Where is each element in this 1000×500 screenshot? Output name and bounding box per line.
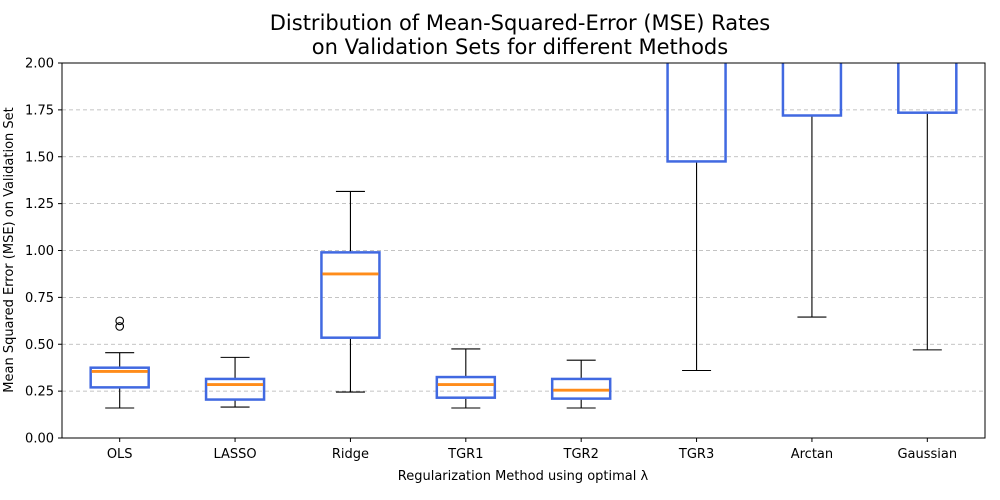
x-tick-label: LASSO (213, 447, 256, 462)
x-tick-label: TGR3 (678, 447, 714, 462)
y-tick-label: 1.25 (25, 197, 54, 212)
grid-lines (62, 62, 985, 439)
iqr-box (204, 377, 266, 401)
outlier-point (115, 322, 125, 331)
iqr-box (897, 63, 958, 114)
iqr-box (550, 377, 612, 400)
x-axis-label: Regularization Method using optimal λ (398, 469, 649, 484)
y-tick-label: 1.50 (25, 150, 54, 165)
y-tick-label: 0.75 (25, 291, 54, 306)
y-tick-label: 0.50 (25, 338, 54, 353)
axes: 0.00 0.25 0.50 0.75 1.00 1.25 1.50 1.75 2.00 OLS L… (25, 57, 957, 463)
box-tgr3 (666, 63, 727, 372)
box-tgr2 (550, 359, 612, 409)
iqr-box (666, 63, 727, 163)
y-axis-label: Mean Squared Error (MSE) on Validation S… (2, 107, 17, 392)
y-tick-label: 1.75 (25, 103, 54, 118)
box-series (89, 63, 958, 409)
x-tick-label: TGR1 (447, 447, 483, 462)
iqr-box (781, 63, 843, 117)
y-tick-label: 0.00 (25, 432, 54, 447)
y-tick-label: 1.00 (25, 244, 54, 259)
chart-title-line-2: on Validation Sets for different Methods (312, 35, 728, 59)
box-ols (89, 316, 150, 409)
plot-frame (61, 62, 986, 439)
box-arctan (781, 63, 843, 318)
box-ridge (320, 190, 381, 393)
y-tick-label: 0.25 (25, 385, 54, 400)
x-tick-label: Ridge (332, 447, 369, 462)
outlier-point (115, 316, 125, 326)
x-tick-label: TGR2 (563, 447, 599, 462)
iqr-box (435, 375, 497, 399)
x-tick-label: Arctan (791, 447, 833, 462)
x-tick-label: Gaussian (897, 447, 957, 462)
chart-title-line-1: Distribution of Mean-Squared-Error (MSE)… (270, 11, 770, 35)
iqr-box (320, 251, 381, 339)
x-tick-label: OLS (107, 447, 133, 462)
box-tgr1 (435, 348, 497, 409)
box-lasso (204, 356, 266, 408)
box-gaussian (897, 63, 958, 351)
iqr-box (89, 366, 150, 389)
y-tick-label: 2.00 (25, 57, 54, 72)
